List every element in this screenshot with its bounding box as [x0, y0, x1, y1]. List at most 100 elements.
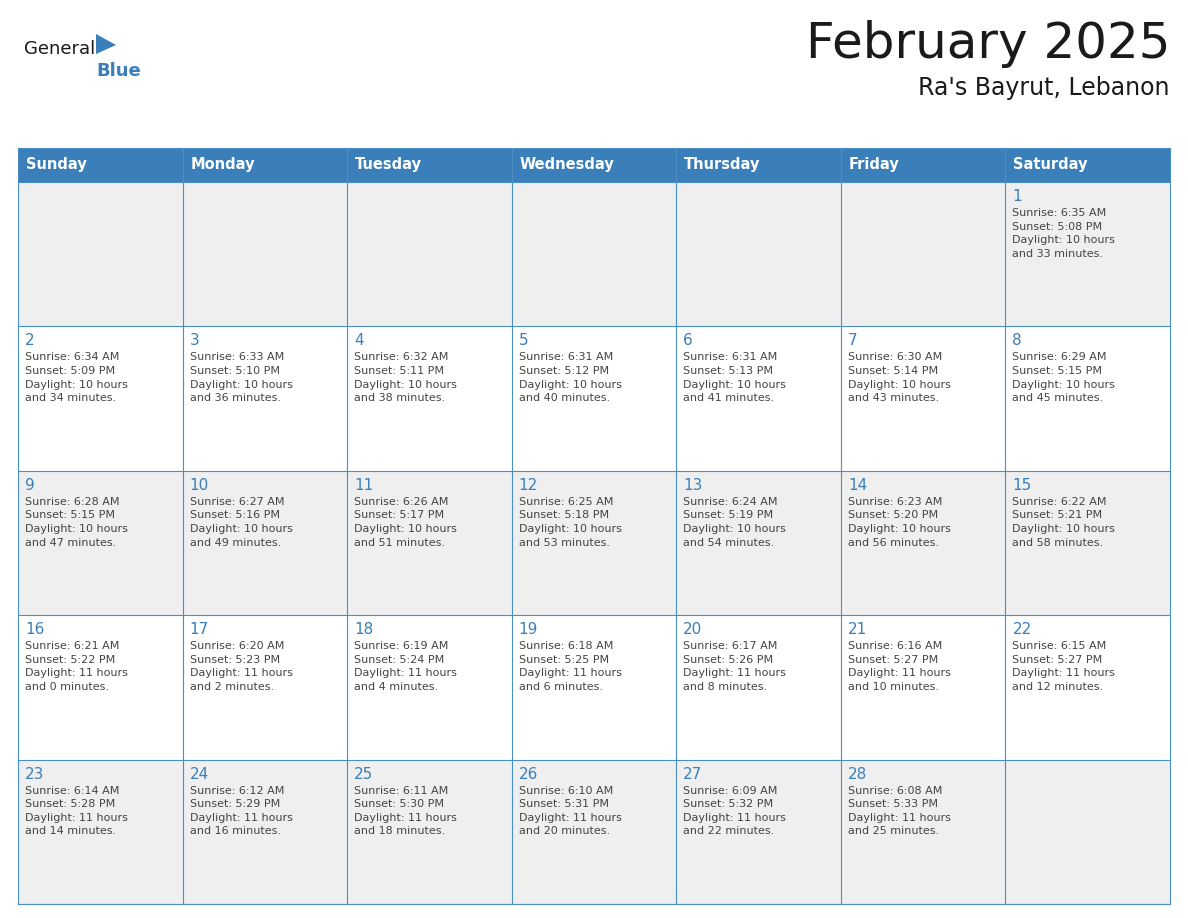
Text: Sunrise: 6:14 AM
Sunset: 5:28 PM
Daylight: 11 hours
and 14 minutes.: Sunrise: 6:14 AM Sunset: 5:28 PM Dayligh…	[25, 786, 128, 836]
Text: February 2025: February 2025	[805, 20, 1170, 68]
Bar	[841, 327, 1005, 471]
Text: Sunday: Sunday	[26, 158, 87, 173]
Text: Sunrise: 6:09 AM
Sunset: 5:32 PM
Daylight: 11 hours
and 22 minutes.: Sunrise: 6:09 AM Sunset: 5:32 PM Dayligh…	[683, 786, 786, 836]
Text: Sunrise: 6:31 AM
Sunset: 5:12 PM
Daylight: 10 hours
and 40 minutes.: Sunrise: 6:31 AM Sunset: 5:12 PM Dayligh…	[519, 353, 621, 403]
Bar	[1005, 182, 1170, 327]
Bar	[183, 182, 347, 327]
Bar	[18, 182, 183, 327]
Bar	[676, 148, 841, 182]
Bar	[347, 759, 512, 904]
Text: Wednesday: Wednesday	[519, 158, 614, 173]
Bar	[512, 327, 676, 471]
Bar	[676, 182, 841, 327]
Bar	[1005, 327, 1170, 471]
Bar	[183, 615, 347, 759]
Text: Sunrise: 6:34 AM
Sunset: 5:09 PM
Daylight: 10 hours
and 34 minutes.: Sunrise: 6:34 AM Sunset: 5:09 PM Dayligh…	[25, 353, 128, 403]
Bar	[841, 148, 1005, 182]
Text: Sunrise: 6:16 AM
Sunset: 5:27 PM
Daylight: 11 hours
and 10 minutes.: Sunrise: 6:16 AM Sunset: 5:27 PM Dayligh…	[848, 641, 950, 692]
Text: 27: 27	[683, 767, 702, 781]
Bar	[1005, 615, 1170, 759]
Text: 11: 11	[354, 477, 373, 493]
Bar	[512, 759, 676, 904]
Text: Sunrise: 6:11 AM
Sunset: 5:30 PM
Daylight: 11 hours
and 18 minutes.: Sunrise: 6:11 AM Sunset: 5:30 PM Dayligh…	[354, 786, 457, 836]
Bar	[1005, 471, 1170, 615]
Text: Friday: Friday	[849, 158, 899, 173]
Bar	[512, 615, 676, 759]
Text: Tuesday: Tuesday	[355, 158, 422, 173]
Bar	[841, 182, 1005, 327]
Text: 26: 26	[519, 767, 538, 781]
Text: Ra's Bayrut, Lebanon: Ra's Bayrut, Lebanon	[918, 76, 1170, 100]
Bar	[347, 615, 512, 759]
Bar	[676, 759, 841, 904]
Text: 9: 9	[25, 477, 34, 493]
Bar	[18, 759, 183, 904]
Text: Sunrise: 6:15 AM
Sunset: 5:27 PM
Daylight: 11 hours
and 12 minutes.: Sunrise: 6:15 AM Sunset: 5:27 PM Dayligh…	[1012, 641, 1116, 692]
Bar	[183, 471, 347, 615]
Text: 19: 19	[519, 622, 538, 637]
Bar	[18, 471, 183, 615]
Bar	[676, 471, 841, 615]
Text: Sunrise: 6:31 AM
Sunset: 5:13 PM
Daylight: 10 hours
and 41 minutes.: Sunrise: 6:31 AM Sunset: 5:13 PM Dayligh…	[683, 353, 786, 403]
Bar	[841, 471, 1005, 615]
Text: Sunrise: 6:33 AM
Sunset: 5:10 PM
Daylight: 10 hours
and 36 minutes.: Sunrise: 6:33 AM Sunset: 5:10 PM Dayligh…	[190, 353, 292, 403]
Bar	[347, 148, 512, 182]
Text: 23: 23	[25, 767, 44, 781]
Text: Sunrise: 6:32 AM
Sunset: 5:11 PM
Daylight: 10 hours
and 38 minutes.: Sunrise: 6:32 AM Sunset: 5:11 PM Dayligh…	[354, 353, 457, 403]
Text: Sunrise: 6:30 AM
Sunset: 5:14 PM
Daylight: 10 hours
and 43 minutes.: Sunrise: 6:30 AM Sunset: 5:14 PM Dayligh…	[848, 353, 950, 403]
Text: Sunrise: 6:35 AM
Sunset: 5:08 PM
Daylight: 10 hours
and 33 minutes.: Sunrise: 6:35 AM Sunset: 5:08 PM Dayligh…	[1012, 208, 1116, 259]
Text: 2: 2	[25, 333, 34, 349]
Text: Sunrise: 6:26 AM
Sunset: 5:17 PM
Daylight: 10 hours
and 51 minutes.: Sunrise: 6:26 AM Sunset: 5:17 PM Dayligh…	[354, 497, 457, 548]
Text: 3: 3	[190, 333, 200, 349]
Text: General: General	[24, 40, 95, 58]
Text: Sunrise: 6:28 AM
Sunset: 5:15 PM
Daylight: 10 hours
and 47 minutes.: Sunrise: 6:28 AM Sunset: 5:15 PM Dayligh…	[25, 497, 128, 548]
Bar	[1005, 148, 1170, 182]
Text: Monday: Monday	[190, 158, 255, 173]
Text: 28: 28	[848, 767, 867, 781]
Text: 15: 15	[1012, 477, 1031, 493]
Bar	[18, 615, 183, 759]
Text: 21: 21	[848, 622, 867, 637]
Text: 22: 22	[1012, 622, 1031, 637]
Bar	[841, 759, 1005, 904]
Text: Blue: Blue	[96, 62, 140, 80]
Text: Sunrise: 6:21 AM
Sunset: 5:22 PM
Daylight: 11 hours
and 0 minutes.: Sunrise: 6:21 AM Sunset: 5:22 PM Dayligh…	[25, 641, 128, 692]
Bar	[512, 471, 676, 615]
Bar	[347, 182, 512, 327]
Text: 18: 18	[354, 622, 373, 637]
Text: 13: 13	[683, 477, 702, 493]
Text: 14: 14	[848, 477, 867, 493]
Bar	[183, 759, 347, 904]
Bar	[676, 327, 841, 471]
Text: Sunrise: 6:24 AM
Sunset: 5:19 PM
Daylight: 10 hours
and 54 minutes.: Sunrise: 6:24 AM Sunset: 5:19 PM Dayligh…	[683, 497, 786, 548]
Text: Sunrise: 6:27 AM
Sunset: 5:16 PM
Daylight: 10 hours
and 49 minutes.: Sunrise: 6:27 AM Sunset: 5:16 PM Dayligh…	[190, 497, 292, 548]
Text: Saturday: Saturday	[1013, 158, 1088, 173]
Text: 25: 25	[354, 767, 373, 781]
Bar	[841, 615, 1005, 759]
Polygon shape	[96, 34, 116, 54]
Bar	[347, 327, 512, 471]
Text: 1: 1	[1012, 189, 1022, 204]
Text: 4: 4	[354, 333, 364, 349]
Text: Sunrise: 6:18 AM
Sunset: 5:25 PM
Daylight: 11 hours
and 6 minutes.: Sunrise: 6:18 AM Sunset: 5:25 PM Dayligh…	[519, 641, 621, 692]
Text: 10: 10	[190, 477, 209, 493]
Text: 6: 6	[683, 333, 693, 349]
Text: 5: 5	[519, 333, 529, 349]
Text: 17: 17	[190, 622, 209, 637]
Bar	[676, 615, 841, 759]
Bar	[18, 148, 183, 182]
Text: Sunrise: 6:29 AM
Sunset: 5:15 PM
Daylight: 10 hours
and 45 minutes.: Sunrise: 6:29 AM Sunset: 5:15 PM Dayligh…	[1012, 353, 1116, 403]
Text: Sunrise: 6:23 AM
Sunset: 5:20 PM
Daylight: 10 hours
and 56 minutes.: Sunrise: 6:23 AM Sunset: 5:20 PM Dayligh…	[848, 497, 950, 548]
Text: Sunrise: 6:25 AM
Sunset: 5:18 PM
Daylight: 10 hours
and 53 minutes.: Sunrise: 6:25 AM Sunset: 5:18 PM Dayligh…	[519, 497, 621, 548]
Text: 12: 12	[519, 477, 538, 493]
Text: Sunrise: 6:10 AM
Sunset: 5:31 PM
Daylight: 11 hours
and 20 minutes.: Sunrise: 6:10 AM Sunset: 5:31 PM Dayligh…	[519, 786, 621, 836]
Text: 24: 24	[190, 767, 209, 781]
Text: Sunrise: 6:17 AM
Sunset: 5:26 PM
Daylight: 11 hours
and 8 minutes.: Sunrise: 6:17 AM Sunset: 5:26 PM Dayligh…	[683, 641, 786, 692]
Bar	[347, 471, 512, 615]
Bar	[183, 327, 347, 471]
Text: Sunrise: 6:19 AM
Sunset: 5:24 PM
Daylight: 11 hours
and 4 minutes.: Sunrise: 6:19 AM Sunset: 5:24 PM Dayligh…	[354, 641, 457, 692]
Text: 7: 7	[848, 333, 858, 349]
Text: 20: 20	[683, 622, 702, 637]
Text: Sunrise: 6:20 AM
Sunset: 5:23 PM
Daylight: 11 hours
and 2 minutes.: Sunrise: 6:20 AM Sunset: 5:23 PM Dayligh…	[190, 641, 292, 692]
Text: Sunrise: 6:22 AM
Sunset: 5:21 PM
Daylight: 10 hours
and 58 minutes.: Sunrise: 6:22 AM Sunset: 5:21 PM Dayligh…	[1012, 497, 1116, 548]
